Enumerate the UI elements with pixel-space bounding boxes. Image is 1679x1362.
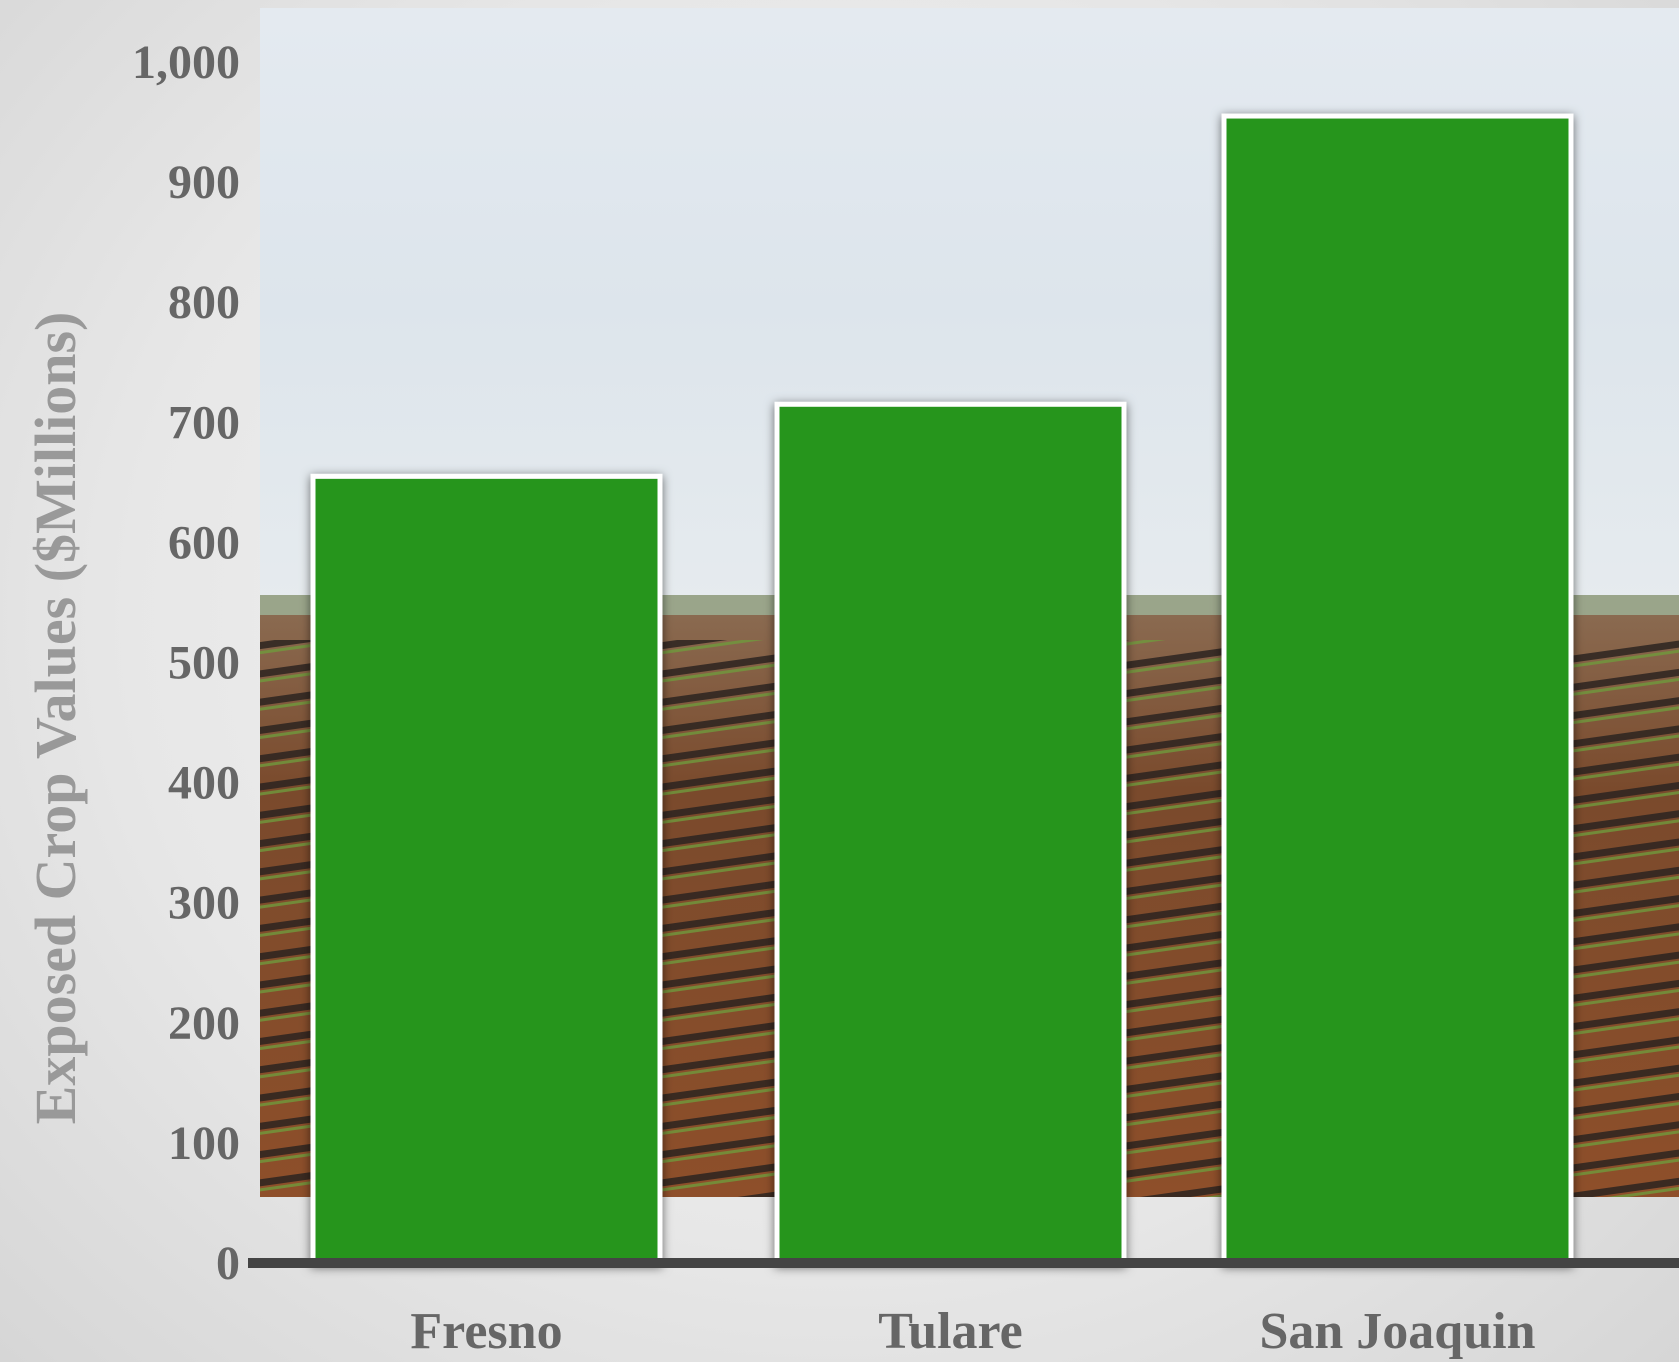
- y-axis-ticks: 0 100 200 300 400 500 600 700 800 900 1,000: [132, 36, 240, 1290]
- y-tick-label: 100: [168, 1117, 240, 1170]
- bar-san-joaquin: [1221, 113, 1574, 1266]
- bar-fresno: [310, 473, 663, 1266]
- y-tick-label: 300: [168, 877, 240, 930]
- y-tick-label: 1,000: [132, 36, 240, 89]
- bar-tulare: [774, 401, 1127, 1266]
- y-tick-label: 200: [168, 997, 240, 1050]
- y-tick-label: 500: [168, 637, 240, 690]
- bars: [310, 113, 1574, 1266]
- y-tick-label: 400: [168, 757, 240, 810]
- x-category-label: San Joaquin: [1259, 1303, 1535, 1360]
- y-tick-label: 900: [168, 156, 240, 209]
- x-category-label: Tulare: [878, 1303, 1023, 1360]
- x-axis-labels: Fresno Tulare San Joaquin: [410, 1303, 1535, 1360]
- y-axis-title: Exposed Crop Values ($Millions): [23, 312, 88, 1125]
- y-tick-label: 800: [168, 276, 240, 329]
- x-category-label: Fresno: [410, 1303, 562, 1360]
- y-tick-label: 700: [168, 396, 240, 449]
- y-tick-label: 0: [216, 1237, 240, 1290]
- y-tick-label: 600: [168, 516, 240, 569]
